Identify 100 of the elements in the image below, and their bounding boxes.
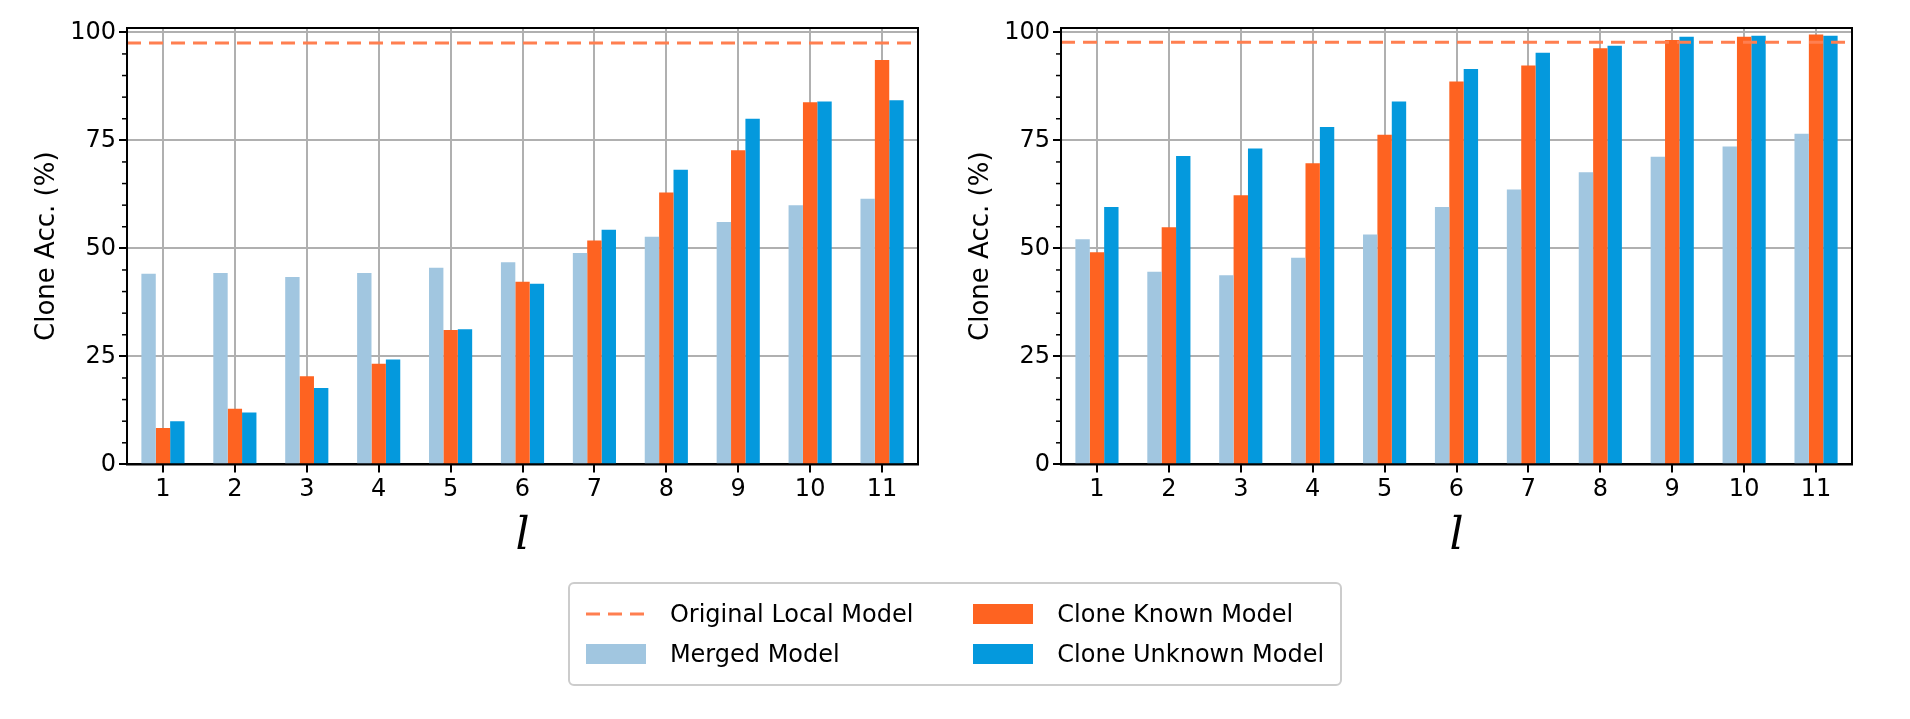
bar (673, 169, 688, 464)
x-tick-label: 11 (866, 474, 898, 503)
bar (1449, 81, 1464, 464)
bar (1679, 36, 1694, 464)
bar (1247, 148, 1263, 464)
bar (500, 262, 516, 464)
bar (1391, 101, 1407, 464)
bar (889, 100, 904, 464)
bar (141, 273, 156, 464)
x-tick-label: 4 (371, 474, 387, 503)
x-tick-label: 7 (586, 474, 603, 503)
y-axis-title: Clone Acc. (%) (30, 151, 61, 341)
y-tick-label: 0 (100, 448, 117, 477)
bar (1521, 65, 1536, 464)
bar (788, 205, 803, 464)
x-tick-label: 5 (1376, 474, 1393, 503)
bar (817, 101, 832, 464)
bar (285, 276, 300, 464)
bar (731, 150, 746, 464)
bar (716, 222, 732, 464)
bar (587, 240, 602, 464)
legend-label: Merged Model (669, 640, 840, 668)
bar (1219, 275, 1234, 464)
bar (802, 102, 818, 464)
x-axis-title: l (1449, 508, 1464, 560)
bar (299, 376, 314, 464)
x-tick-label: 7 (1520, 474, 1537, 503)
bar (155, 428, 171, 464)
x-tick-label: 6 (1448, 474, 1465, 503)
bar (1593, 48, 1608, 464)
x-tick-label: 3 (1233, 474, 1249, 503)
x-tick-label: 3 (299, 474, 315, 503)
bar (457, 329, 473, 464)
bar (1607, 45, 1622, 464)
bar (1089, 252, 1105, 464)
bar (213, 272, 228, 464)
bar (242, 412, 257, 464)
x-tick-label: 1 (1089, 474, 1105, 503)
x-tick-label: 8 (1592, 474, 1608, 503)
x-tick-label: 10 (794, 474, 826, 503)
bar (1305, 163, 1320, 464)
bar (385, 359, 401, 464)
legend-label: Clone Known Model (1057, 600, 1294, 628)
x-tick-label: 2 (1161, 474, 1177, 503)
bar (1147, 271, 1162, 464)
bar (860, 198, 875, 464)
bar (227, 408, 243, 464)
bar (1176, 155, 1191, 464)
y-axis-title: Clone Acc. (%) (964, 151, 995, 341)
bar (1794, 133, 1809, 464)
bar (371, 363, 386, 464)
bar (1535, 52, 1550, 464)
bar (659, 192, 674, 464)
bar (1751, 35, 1766, 464)
bar (601, 229, 616, 464)
bar (1506, 189, 1522, 464)
y-tick-label: 25 (1019, 340, 1051, 369)
legend-label: Clone Unknown Model (1057, 640, 1325, 668)
x-tick-label: 10 (1728, 474, 1760, 503)
bar (429, 267, 444, 464)
x-tick-label: 8 (658, 474, 674, 503)
x-tick-label: 6 (514, 474, 531, 503)
y-tick-label: 50 (85, 232, 117, 261)
bar (1363, 234, 1378, 464)
bar (572, 253, 588, 464)
x-tick-label: 11 (1800, 474, 1832, 503)
bar (515, 281, 530, 464)
bar (874, 59, 890, 464)
bar (1075, 239, 1090, 464)
bar (1319, 126, 1335, 464)
x-tick-label: 5 (442, 474, 459, 503)
bar (644, 236, 660, 464)
bar (1161, 227, 1177, 464)
x-tick-label: 1 (155, 474, 171, 503)
x-tick-label: 4 (1305, 474, 1321, 503)
bar (1823, 35, 1838, 464)
y-tick-label: 25 (85, 340, 117, 369)
y-tick-label: 75 (85, 124, 117, 153)
bar (1291, 257, 1306, 464)
y-tick-label: 0 (1034, 448, 1051, 477)
bar (1434, 206, 1450, 464)
x-tick-label: 9 (730, 474, 746, 503)
bar (1104, 206, 1119, 464)
legend-label: Original Local Model (669, 600, 914, 628)
x-tick-label: 9 (1664, 474, 1680, 503)
bar (745, 118, 760, 464)
bar (1650, 156, 1666, 464)
bar (1736, 36, 1752, 464)
bar (357, 272, 372, 464)
bar (1578, 172, 1594, 464)
x-axis-title: l (515, 508, 530, 560)
bar (1377, 134, 1392, 464)
y-tick-label: 50 (1019, 232, 1051, 261)
bar (1233, 195, 1248, 464)
x-tick-label: 2 (227, 474, 243, 503)
bar (1722, 146, 1737, 464)
bar (1808, 34, 1824, 464)
y-tick-label: 100 (70, 16, 117, 45)
bar (313, 387, 329, 464)
bar (529, 283, 545, 464)
